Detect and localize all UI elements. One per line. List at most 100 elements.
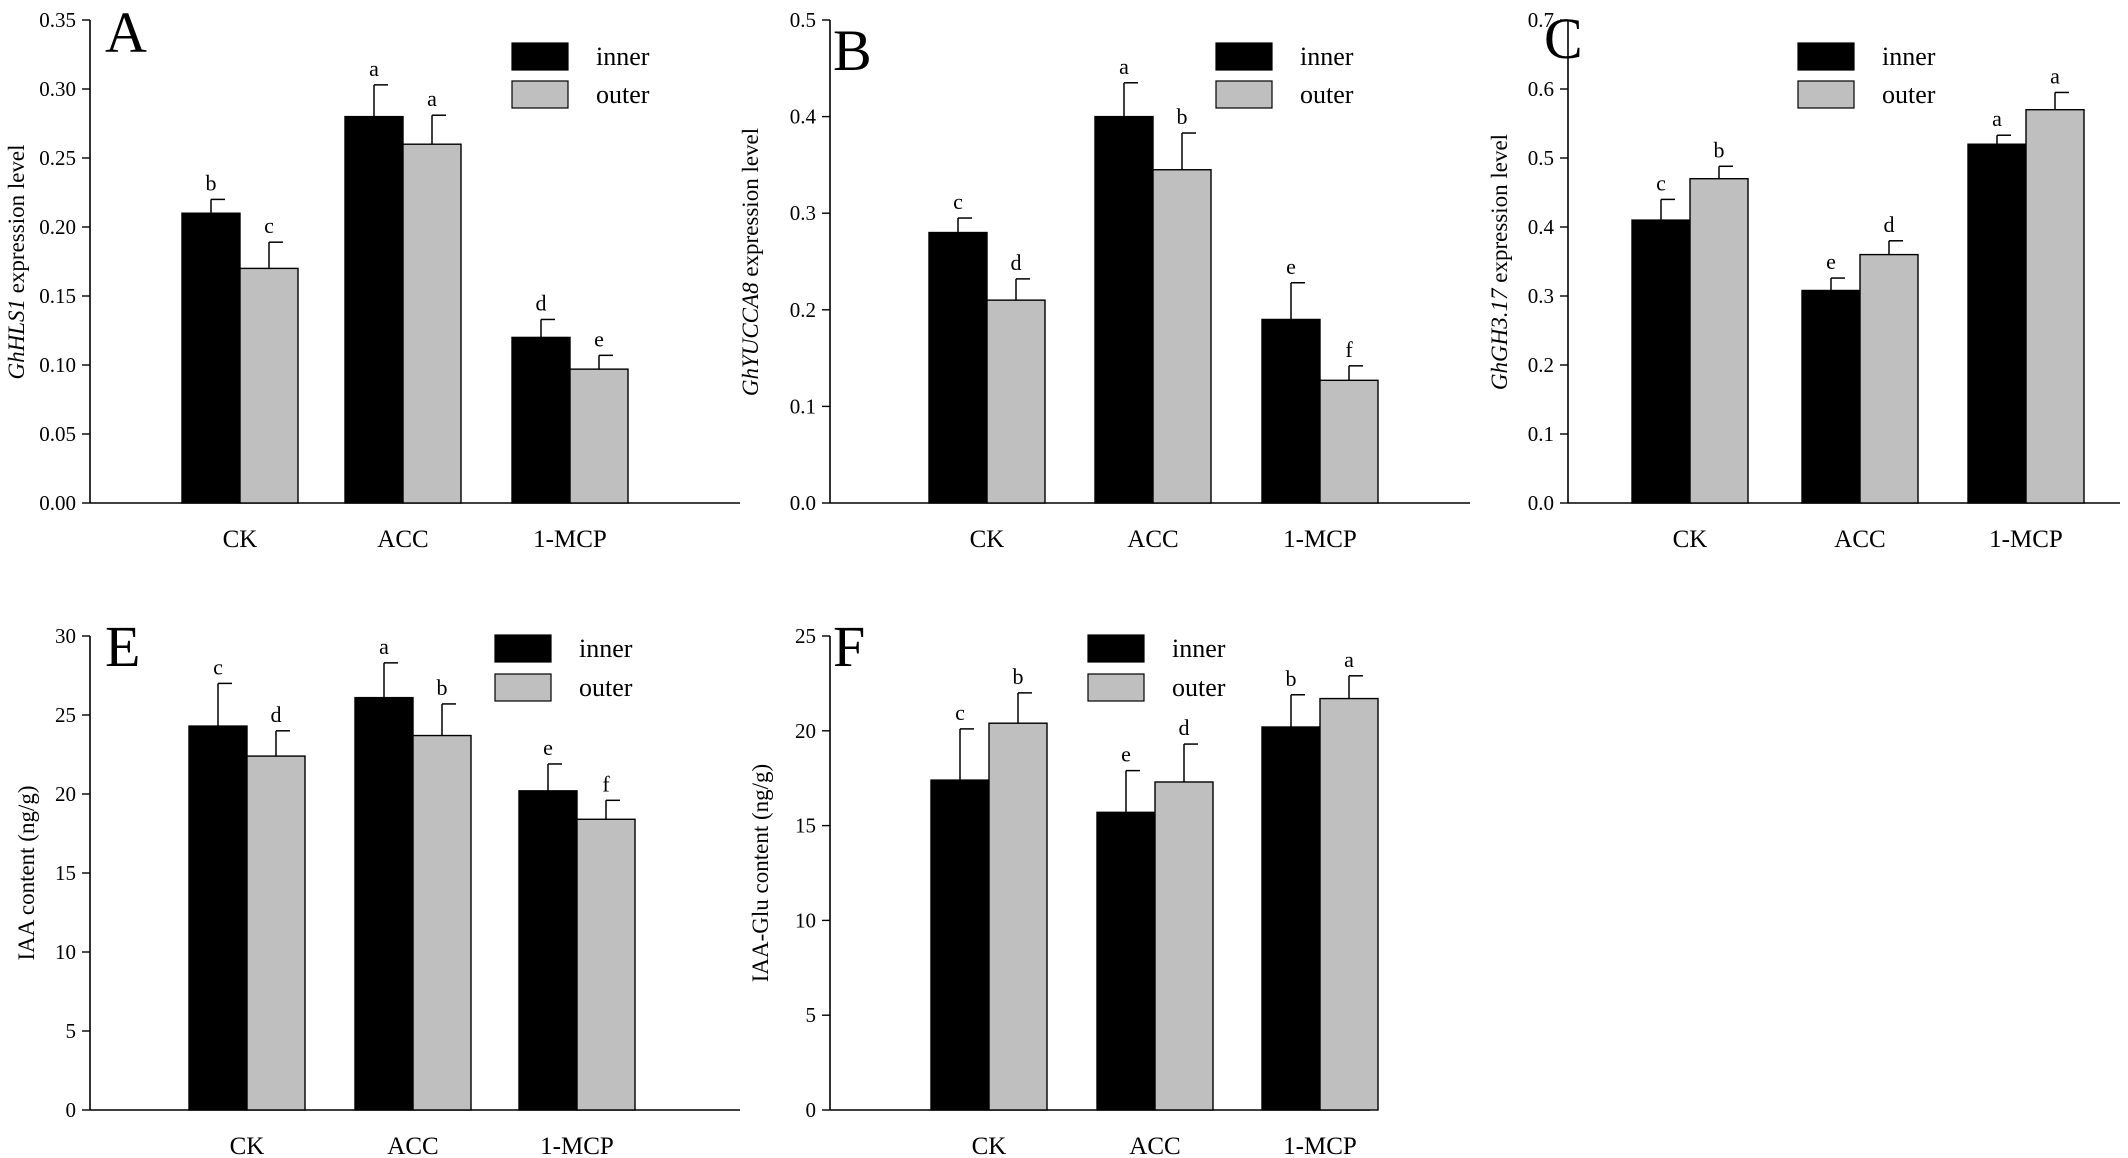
- significance-letter: d: [1179, 715, 1190, 740]
- bar-inner-1-mcp: [518, 790, 578, 1111]
- bar-outer-ck: [246, 755, 306, 1111]
- y-tick-label: 0: [66, 1098, 77, 1122]
- bar-outer-1-mcp: [569, 368, 629, 504]
- significance-letter: b: [437, 675, 448, 700]
- bar-outer-1-mcp: [1319, 697, 1379, 1111]
- legend-swatch-outer: [1087, 673, 1145, 702]
- panel-letter: A: [105, 0, 147, 65]
- x-tick-label: ACC: [377, 526, 428, 553]
- significance-letter: e: [1286, 254, 1296, 279]
- y-tick-label: 0.5: [1528, 146, 1554, 170]
- bar-inner-acc: [344, 115, 404, 504]
- bar-inner-acc: [354, 696, 414, 1111]
- x-tick-label: 1-MCP: [1283, 1133, 1357, 1158]
- y-tick-label: 0.4: [790, 105, 817, 129]
- y-tick-label: 0: [806, 1098, 817, 1122]
- y-tick-label: 0.25: [39, 146, 76, 170]
- significance-letter: a: [1344, 647, 1354, 672]
- y-tick-label: 25: [55, 703, 76, 727]
- significance-letter: c: [264, 213, 274, 238]
- legend-label-inner: inner: [1300, 42, 1354, 71]
- y-tick-label: 0.2: [790, 298, 816, 322]
- y-tick-label: 25: [795, 624, 816, 648]
- significance-letter: b: [1013, 664, 1024, 689]
- y-tick-label: 20: [55, 782, 76, 806]
- bar-outer-acc: [1154, 781, 1214, 1111]
- significance-letter: e: [1826, 249, 1836, 274]
- bar-outer-acc: [412, 734, 472, 1111]
- bar-inner-1-mcp: [511, 336, 571, 504]
- x-tick-label: ACC: [1127, 526, 1178, 553]
- panel-letter: B: [833, 18, 872, 83]
- significance-letter: e: [1121, 742, 1131, 767]
- chart-panel-c: 0.0 0.1 0.2 0.3 0.4 0.5 0.6 0.7 GhGH3.17 express…: [1487, 6, 2120, 553]
- significance-letter: b: [1714, 137, 1725, 162]
- bar-outer-ck: [986, 299, 1046, 504]
- y-tick-label: 0.0: [790, 491, 816, 515]
- x-tick-label: CK: [970, 526, 1005, 553]
- bar-inner-1-mcp: [1967, 143, 2027, 504]
- chart-panel-b: 0.0 0.1 0.2 0.3 0.4 0.5 GhYUCCA8 expression le…: [738, 8, 1470, 553]
- bar-outer-acc: [1152, 169, 1212, 504]
- x-tick-label: ACC: [387, 1133, 438, 1158]
- significance-letter: b: [206, 170, 217, 195]
- y-tick-label: 30: [55, 624, 76, 648]
- bar-outer-acc: [1859, 253, 1919, 504]
- y-tick-label: 0.6: [1528, 77, 1554, 101]
- significance-letter: a: [427, 86, 437, 111]
- bar-inner-ck: [930, 779, 990, 1111]
- y-tick-label: 10: [55, 940, 76, 964]
- bar-outer-1-mcp: [1319, 379, 1379, 504]
- significance-letter: c: [213, 654, 223, 679]
- significance-letter: d: [1884, 212, 1895, 237]
- significance-letter: e: [594, 326, 604, 351]
- y-tick-label: 0.0: [1528, 491, 1554, 515]
- legend-swatch-outer: [511, 80, 569, 109]
- legend-label-outer: outer: [596, 80, 650, 109]
- significance-letter: f: [1345, 337, 1353, 362]
- panel-letter: C: [1544, 6, 1583, 71]
- chart-panel-f: 0 5 10 15 20 25 IAA-Glu content (ng/g) c b CK e d AC…: [748, 614, 1379, 1158]
- bar-outer-1-mcp: [576, 818, 636, 1111]
- y-tick-label: 0.7: [1528, 8, 1554, 32]
- legend-swatch-outer: [494, 673, 552, 702]
- y-axis-label-text: expression level: [4, 144, 29, 299]
- bar-inner-1-mcp: [1261, 726, 1321, 1111]
- chart-panel-e: 0 5 10 15 20 25 30 IAA content (ng/g) c d CK a b ACC e…: [14, 614, 740, 1158]
- legend-label-inner: inner: [596, 42, 650, 71]
- y-tick-label: 0.35: [39, 8, 76, 32]
- y-axis-label-text: expression level: [738, 128, 763, 283]
- legend-swatch-inner: [511, 42, 569, 71]
- y-tick-label: 0.00: [39, 491, 76, 515]
- legend-swatch-inner: [1087, 634, 1145, 663]
- legend-swatch-inner: [1797, 42, 1855, 71]
- x-tick-label: CK: [972, 1133, 1007, 1158]
- y-tick-label: 0.3: [790, 201, 816, 225]
- x-tick-label: ACC: [1129, 1133, 1180, 1158]
- panel-letter: F: [833, 614, 865, 679]
- legend-swatch-outer: [1797, 80, 1855, 109]
- bar-outer-ck: [1689, 177, 1749, 504]
- significance-letter: c: [1656, 170, 1666, 195]
- y-tick-label: 0.30: [39, 77, 76, 101]
- y-axis-label-gene: GhYUCCA8: [738, 282, 763, 396]
- y-axis-label: GhYUCCA8 expression level: [738, 128, 763, 396]
- legend-swatch-outer: [1215, 80, 1273, 109]
- y-tick-label: 5: [66, 1019, 77, 1043]
- significance-letter: b: [1177, 104, 1188, 129]
- panel-letter: E: [105, 614, 140, 679]
- y-tick-label: 0.15: [39, 284, 76, 308]
- x-tick-label: 1-MCP: [1283, 526, 1357, 553]
- y-tick-label: 15: [55, 861, 76, 885]
- bar-outer-1-mcp: [2025, 108, 2085, 504]
- significance-letter: d: [1011, 250, 1022, 275]
- y-tick-label: 0.5: [790, 8, 816, 32]
- legend-swatch-inner: [1215, 42, 1273, 71]
- bar-inner-ck: [188, 725, 248, 1111]
- chart-panel-a: 0.00 0.05 0.10 0.15 0.20 0.25 0.30 0.35 GhHLS1 e…: [4, 0, 740, 553]
- significance-letter: d: [536, 290, 547, 315]
- y-tick-label: 0.2: [1528, 353, 1554, 377]
- y-tick-label: 15: [795, 814, 816, 838]
- x-tick-label: 1-MCP: [533, 526, 607, 553]
